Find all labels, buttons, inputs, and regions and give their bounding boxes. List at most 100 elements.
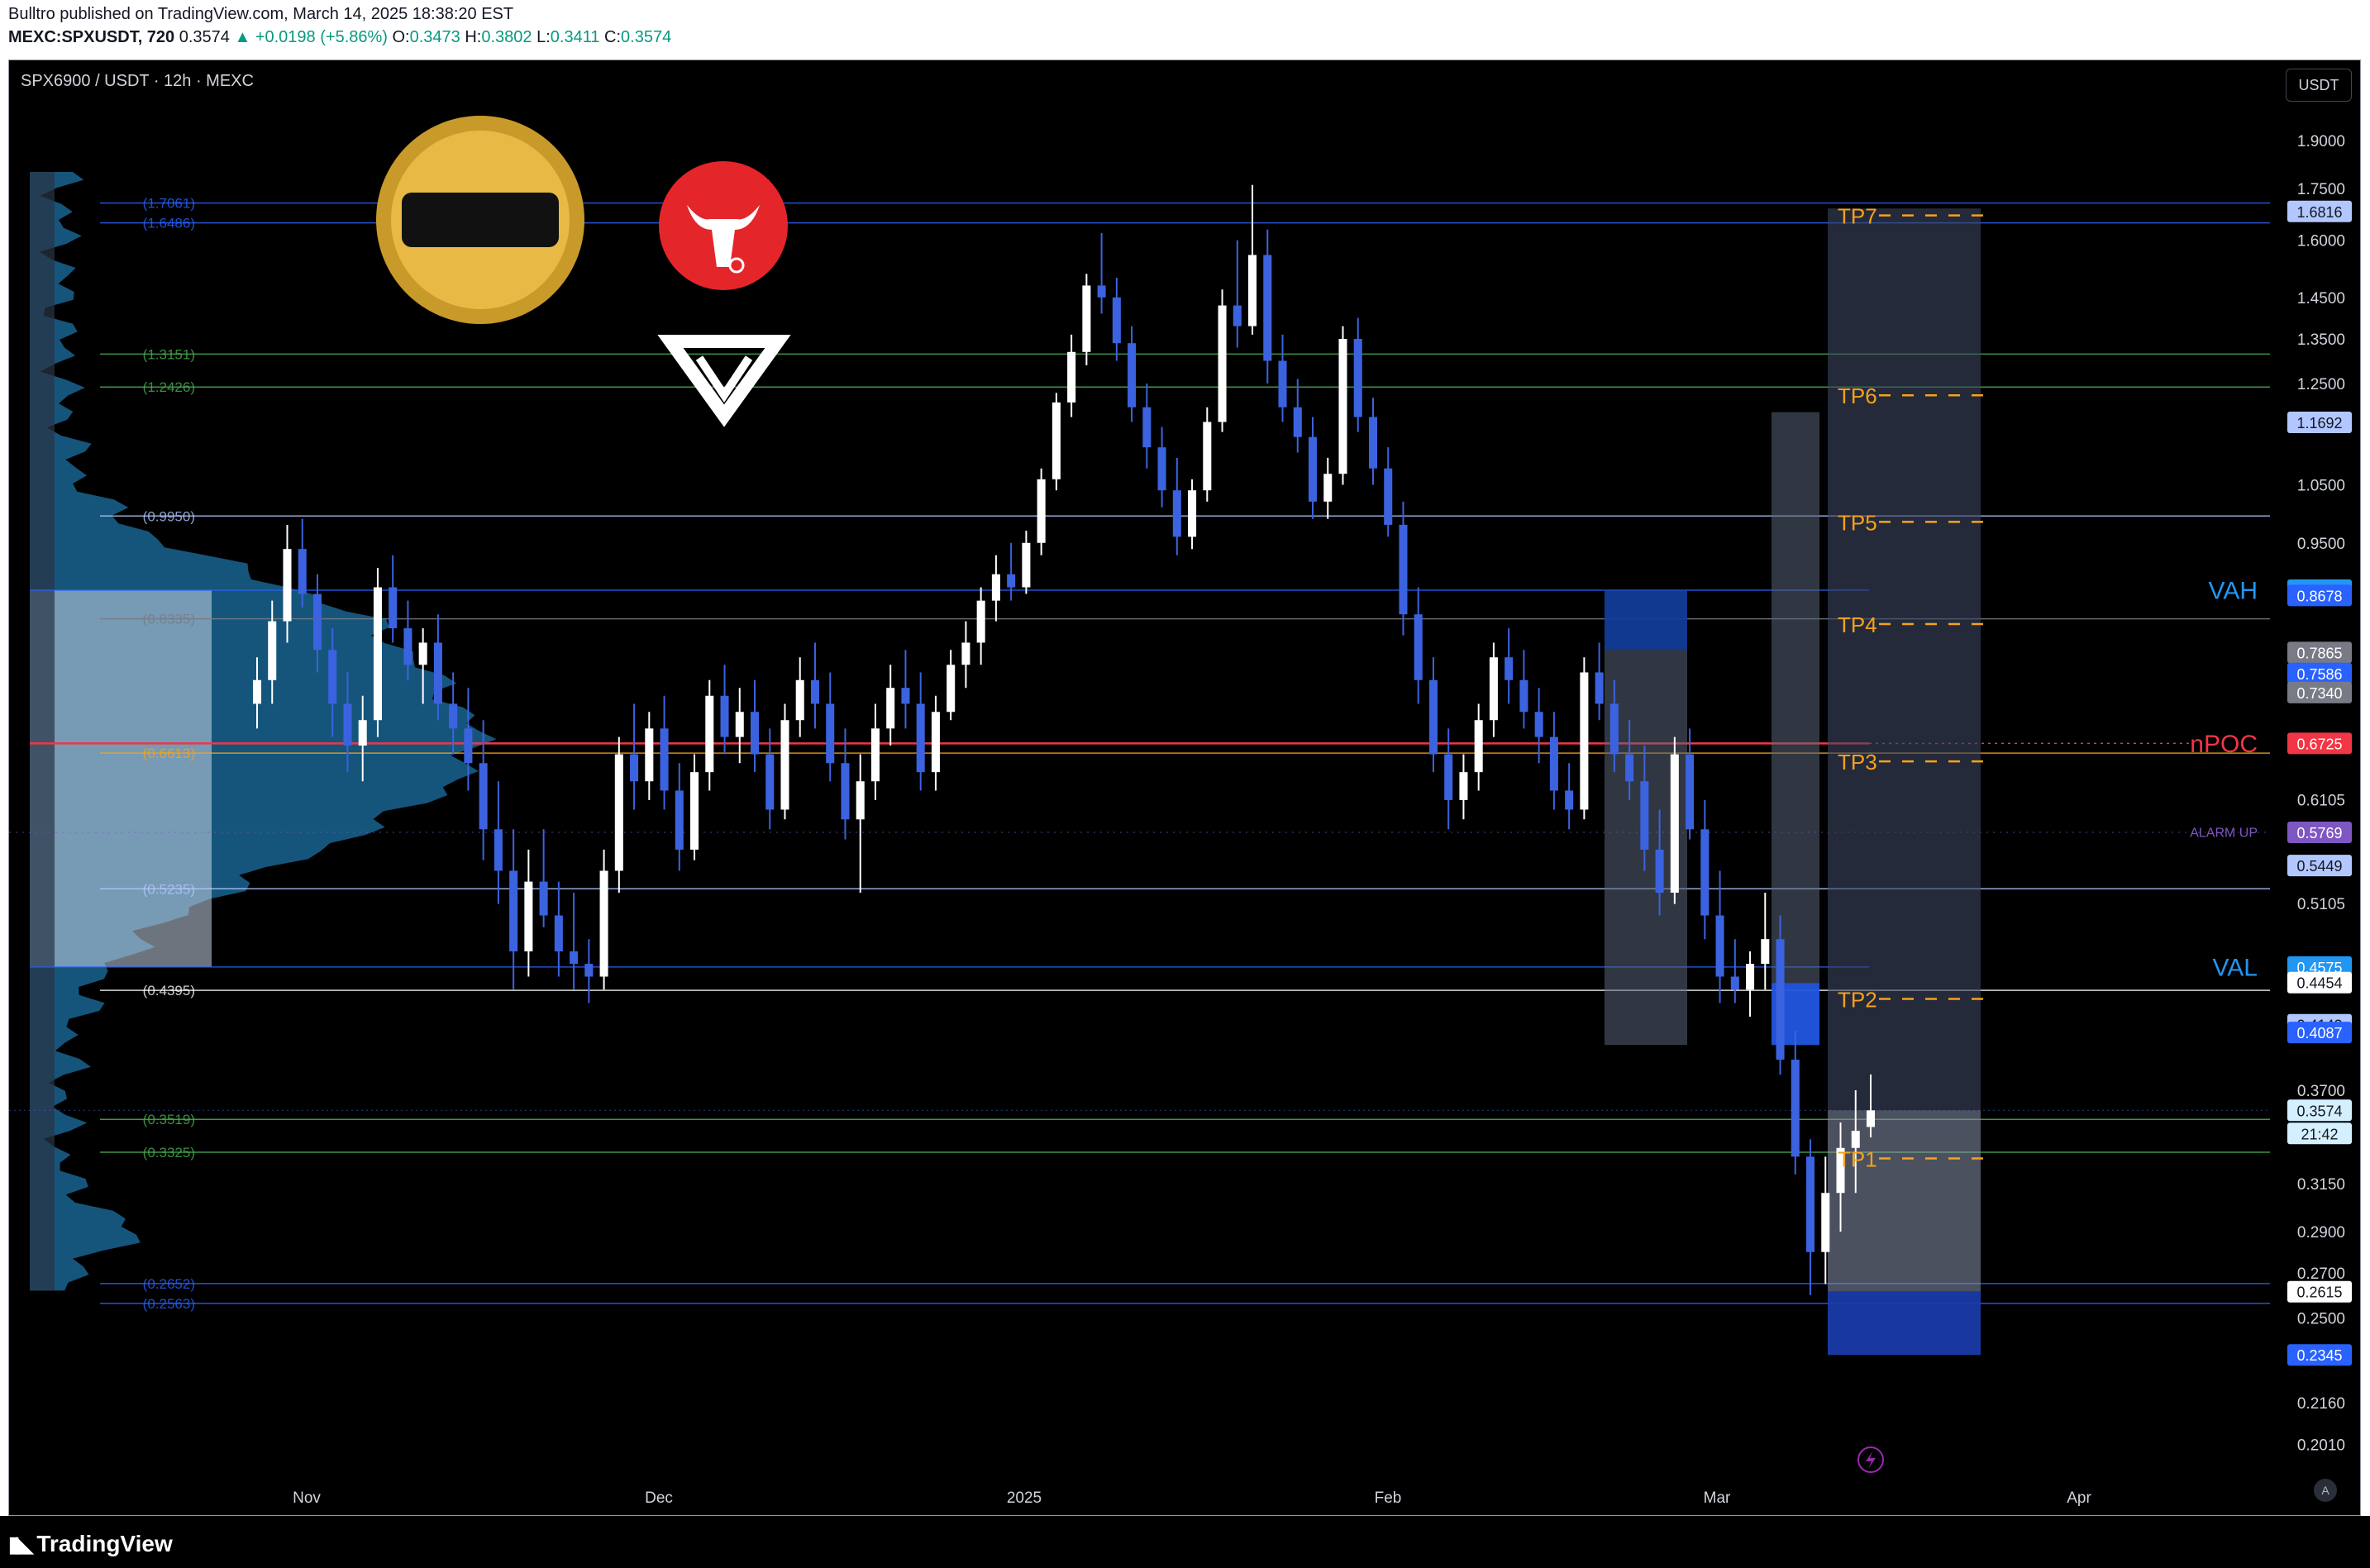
candle-body-43	[901, 688, 910, 704]
close-value: 0.3574	[621, 28, 672, 46]
price-tag-label-17: 0.2345	[2296, 1347, 2342, 1364]
open-value: 0.3473	[409, 28, 460, 46]
y-tick-4: 1.3500	[2297, 331, 2345, 349]
candle-body-91	[1625, 754, 1634, 782]
candle-body-46	[947, 665, 956, 713]
price-tag-7	[2287, 732, 2352, 755]
chart-pane[interactable]: (1.7061) (1.6486) (1.3151) (1.2426) (0.9950)…	[8, 60, 2361, 1516]
fib-label-10: (0.3325)	[143, 1145, 195, 1161]
annotation-alarm-up: ALARM UP	[2190, 827, 2258, 841]
candle-body-48	[976, 600, 985, 643]
fib-label-2: (1.3151)	[143, 346, 195, 362]
fib-label-0: (1.7061)	[143, 196, 195, 212]
y-tick-13: 0.2700	[2297, 1265, 2345, 1283]
chart-symbol-title: SPX6900 / USDT · 12h · MEXC	[21, 72, 254, 90]
candle-body-98	[1730, 976, 1739, 990]
candle-body-73	[1353, 338, 1362, 417]
x-tick-mar: Mar	[1704, 1489, 1731, 1507]
candle-body-11	[418, 642, 427, 665]
auto-scale-button[interactable]: A	[2314, 1479, 2337, 1502]
annotation-vah: VAH	[2209, 577, 2258, 604]
symbol-ohlc-line: MEXC:SPXUSDT, 720 0.3574 ▲ +0.0198 (+5.8…	[8, 28, 671, 47]
y-tick-12: 0.2900	[2297, 1224, 2345, 1242]
currency-button[interactable]: USDT	[2286, 69, 2352, 102]
y-tick-8: 0.6105	[2297, 792, 2345, 809]
price-tag-1	[2287, 411, 2352, 433]
candle-body-42	[886, 688, 895, 729]
candle-body-57	[1112, 297, 1121, 344]
candle-body-68	[1278, 360, 1287, 407]
fib-label-1: (1.6486)	[143, 216, 195, 231]
fib-label-6: (0.6613)	[143, 746, 195, 761]
price-chart[interactable]: (1.7061) (1.6486) (1.3151) (1.2426) (0.9950)…	[9, 60, 2360, 1515]
candle-body-7	[358, 720, 367, 746]
bull-ring-icon	[728, 257, 745, 274]
price-tag-4	[2287, 641, 2352, 664]
candle-body-5	[328, 650, 337, 704]
price-tag-label-6: 0.7340	[2296, 685, 2342, 702]
fib-label-8: (0.4395)	[143, 983, 195, 998]
price-tag-label-15: 21:42	[2301, 1126, 2338, 1142]
tradingview-logo[interactable]: ▮◣ TradingView	[8, 1531, 173, 1557]
candle-body-58	[1128, 343, 1137, 407]
candle-body-61	[1172, 490, 1181, 537]
candle-body-23	[599, 870, 608, 977]
candle-body-8	[373, 587, 382, 721]
candle-body-83	[1504, 657, 1514, 680]
low-value: 0.3411	[550, 28, 600, 46]
candle-body-71	[1323, 474, 1333, 502]
high-value: 0.3802	[481, 28, 532, 46]
target-box	[1828, 208, 1981, 1111]
candle-body-72	[1338, 338, 1347, 474]
y-tick-0: 1.9000	[2297, 133, 2345, 150]
candle-body-30	[705, 695, 714, 773]
candle-body-45	[931, 712, 940, 773]
candle-body-13	[449, 703, 458, 729]
candle-body-36	[795, 679, 804, 721]
x-tick-nov: Nov	[293, 1489, 321, 1507]
candle-body-69	[1293, 407, 1302, 437]
candle-body-52	[1037, 479, 1046, 543]
y-tick-10: 0.3700	[2297, 1083, 2345, 1100]
tp-label-tp3: TP3	[1838, 750, 1877, 774]
tp-label-tp4: TP4	[1838, 612, 1877, 637]
candle-body-3	[298, 549, 307, 594]
y-tick-11: 0.3150	[2297, 1176, 2345, 1194]
y-tick-3: 1.4500	[2297, 290, 2345, 307]
candle-body-47	[961, 642, 970, 665]
candle-body-27	[660, 728, 669, 791]
y-tick-2: 1.6000	[2297, 233, 2345, 250]
price-tag-label-8: 0.5769	[2296, 825, 2342, 841]
y-tick-5: 1.2500	[2297, 376, 2345, 393]
price-tag-label-0: 1.6816	[2296, 204, 2342, 221]
value-area-box	[30, 589, 212, 967]
price-tag-label-14: 0.3574	[2296, 1103, 2342, 1119]
candle-body-106	[1851, 1131, 1860, 1148]
price-tag-label-13: 0.4087	[2296, 1025, 2342, 1041]
fib-label-9: (0.3519)	[143, 1112, 195, 1127]
candle-body-25	[630, 754, 639, 782]
candle-body-62	[1188, 490, 1197, 537]
candle-body-38	[826, 703, 835, 764]
candle-body-18	[524, 881, 533, 951]
candle-body-35	[780, 720, 789, 810]
candle-body-37	[810, 679, 820, 704]
y-tick-9: 0.5105	[2297, 896, 2345, 913]
spx6900-coin-band	[402, 193, 559, 247]
candle-body-34	[765, 754, 775, 810]
candle-body-92	[1640, 781, 1649, 850]
candle-body-94	[1670, 754, 1679, 893]
candle-body-100	[1761, 939, 1770, 965]
tp-label-tp1: TP1	[1838, 1146, 1877, 1171]
tp-label-tp7: TP7	[1838, 204, 1877, 229]
fib-label-4: (0.9950)	[143, 508, 195, 524]
price-tag-16	[2287, 1280, 2352, 1303]
fib-label-3: (1.2426)	[143, 379, 195, 395]
candle-body-84	[1519, 679, 1528, 713]
tradingview-logo-text: TradingView	[36, 1531, 173, 1556]
candle-body-40	[856, 781, 865, 820]
candle-body-50	[1007, 574, 1016, 588]
candle-body-1	[268, 621, 277, 680]
candle-body-81	[1474, 720, 1483, 773]
price-tag-label-7: 0.6725	[2296, 736, 2342, 752]
